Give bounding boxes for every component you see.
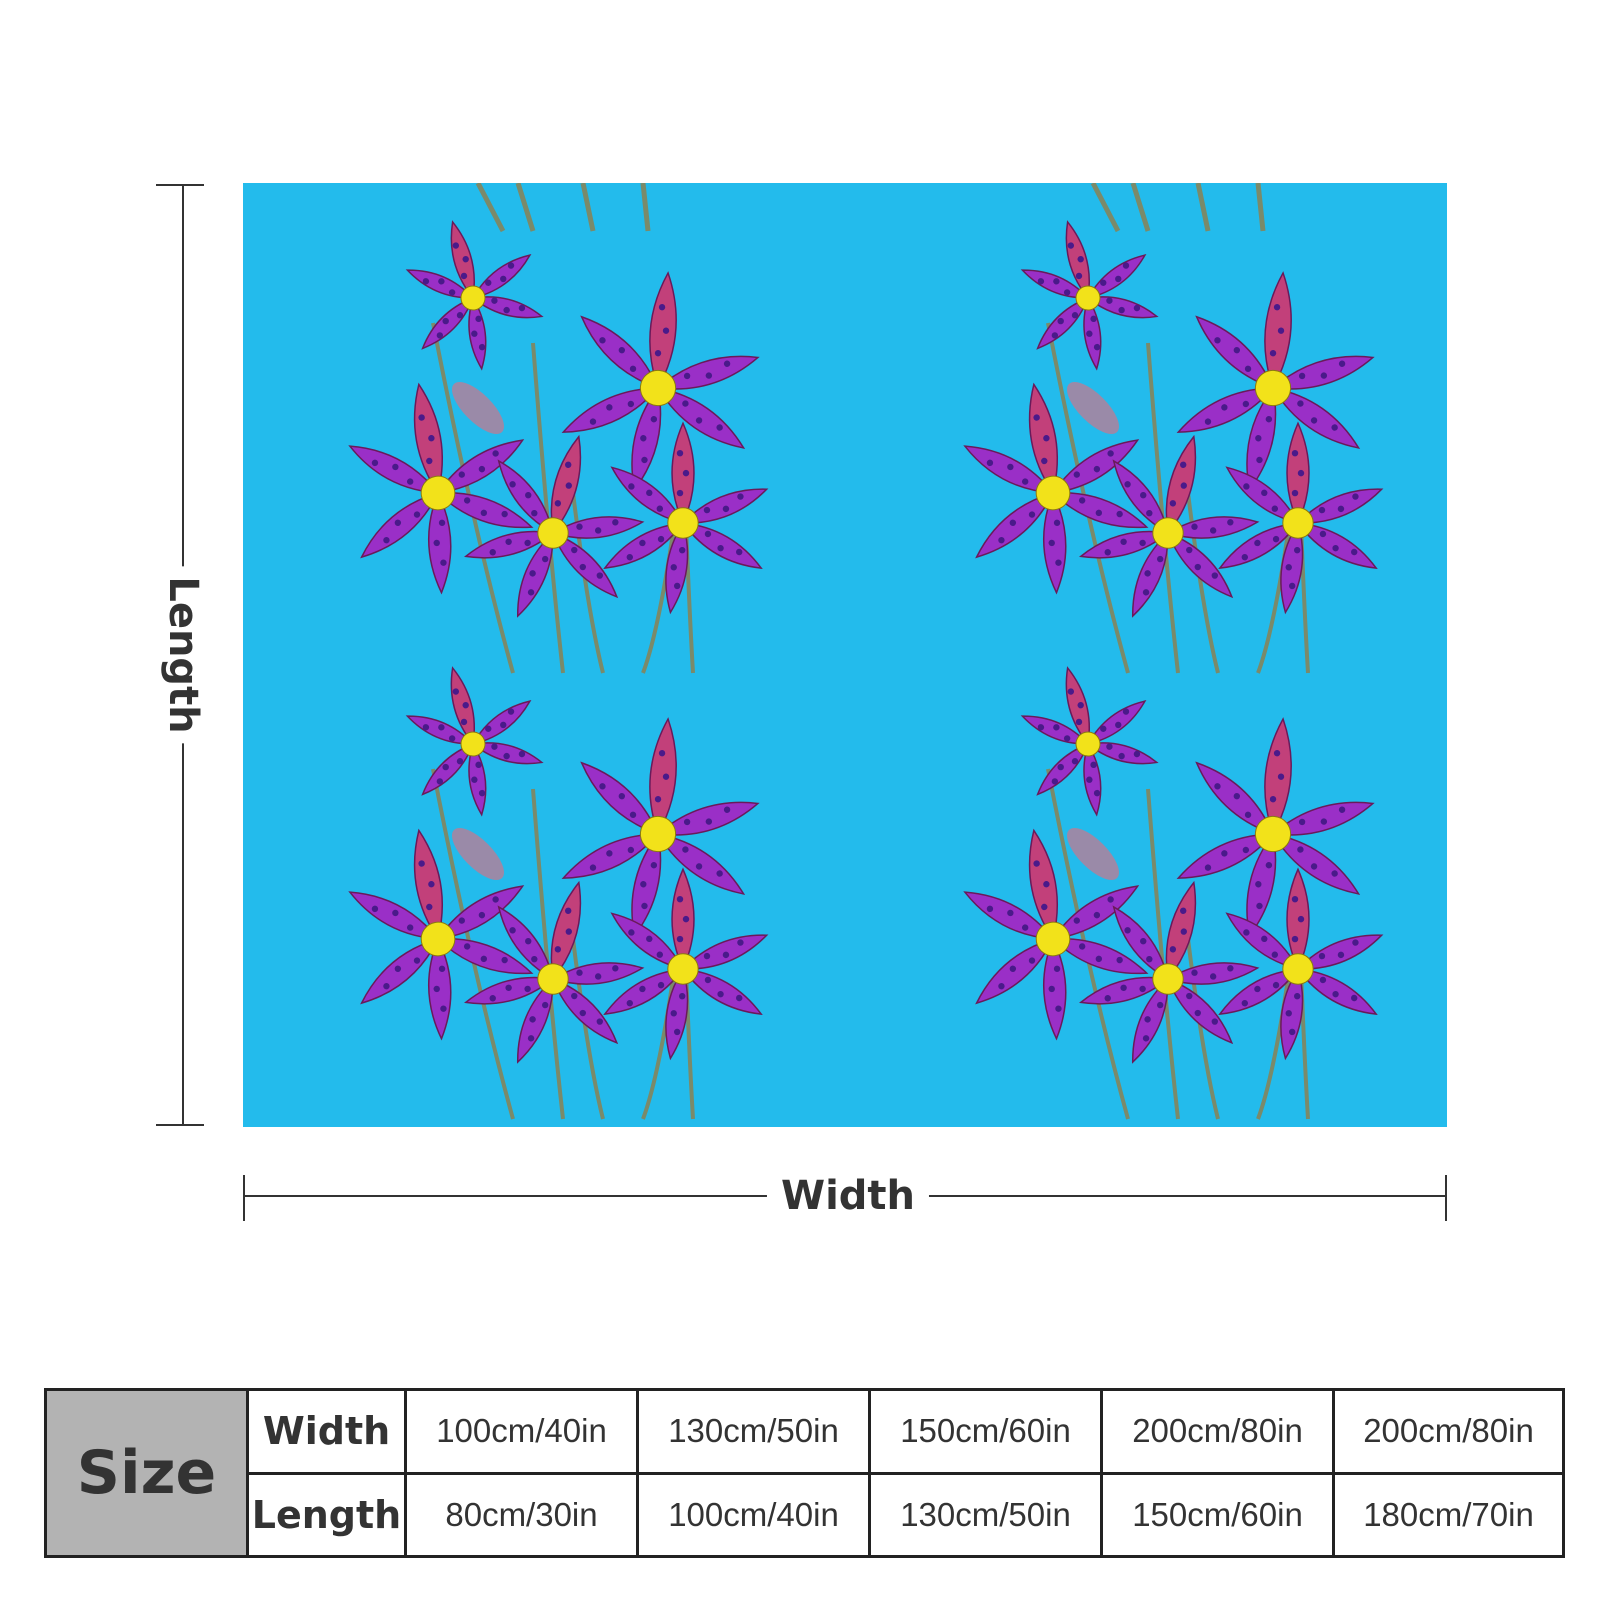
orchid-flower-icon [561, 271, 760, 492]
size-heading: Size [44, 1388, 249, 1558]
partial-stems [475, 183, 651, 233]
orchid-flower-icon [1020, 666, 1159, 817]
orchid-flower-icon [405, 666, 544, 817]
orchid-flower-icon [348, 828, 534, 1041]
width-value: 100cm/40in [404, 1388, 639, 1475]
orchid-cluster [963, 220, 1384, 674]
width-value: 200cm/80in [1100, 1388, 1335, 1475]
orchid-cluster [348, 220, 769, 674]
orchid-flower-icon [1079, 880, 1260, 1064]
width-label: Width [766, 1173, 930, 1219]
length-value: 150cm/60in [1100, 1471, 1335, 1558]
length-value: 180cm/70in [1332, 1471, 1565, 1558]
orchid-flower-icon [1218, 421, 1384, 615]
width-row-label: Width [246, 1388, 407, 1475]
width-left-cap [243, 1175, 245, 1221]
partial-stems [1090, 183, 1266, 233]
orchid-flower-icon [348, 382, 534, 595]
orchid-flower-icon [963, 382, 1149, 595]
orchid-flower-icon [1020, 220, 1159, 371]
orchid-flower-icon [1079, 434, 1260, 618]
length-top-cap [156, 184, 204, 186]
length-value: 80cm/30in [404, 1471, 639, 1558]
length-bottom-cap [156, 1124, 204, 1126]
orchid-flower-icon [1176, 717, 1375, 938]
length-value: 130cm/50in [868, 1471, 1103, 1558]
orchid-flower-icon [561, 717, 760, 938]
length-value: 100cm/40in [636, 1471, 871, 1558]
size-table: Size Width 100cm/40in 130cm/50in 150cm/6… [44, 1388, 1565, 1558]
width-right-cap [1445, 1175, 1447, 1221]
orchid-flower-icon [405, 220, 544, 371]
size-row-length: Length 80cm/30in 100cm/40in 130cm/50in 1… [46, 1471, 1565, 1558]
orchid-flower-icon [1218, 867, 1384, 1061]
blanket-print [243, 183, 1447, 1127]
width-value: 130cm/50in [636, 1388, 871, 1475]
length-row-label: Length [246, 1471, 407, 1558]
orchid-flower-icon [603, 867, 769, 1061]
width-value: 200cm/80in [1332, 1388, 1565, 1475]
orchid-flower-icon [603, 421, 769, 615]
orchid-flower-icon [464, 880, 645, 1064]
length-label: Length [160, 566, 206, 744]
orchid-flower-icon [464, 434, 645, 618]
size-row-width: Size Width 100cm/40in 130cm/50in 150cm/6… [44, 1388, 1565, 1558]
width-value: 150cm/60in [868, 1388, 1103, 1475]
orchid-cluster [963, 666, 1384, 1120]
orchid-flower-icon [963, 828, 1149, 1041]
orchid-cluster [348, 666, 769, 1120]
orchid-pattern [348, 183, 1384, 1120]
orchid-flower-icon [1176, 271, 1375, 492]
